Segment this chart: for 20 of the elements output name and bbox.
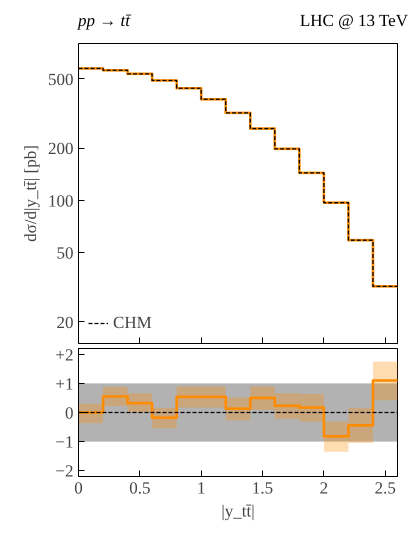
x-tick-label: 0.5 [129, 478, 150, 498]
y-tick-label: +2 [55, 346, 74, 364]
y-tick-label: 0 [65, 404, 74, 422]
y-tick-label: 20 [56, 312, 74, 332]
y-tick-label: −1 [55, 432, 74, 452]
y-tick-label: 50 [56, 244, 74, 263]
legend-label: CHM [113, 313, 152, 333]
y-tick-label: −2 [55, 462, 74, 481]
x-tick-label: 2 [320, 478, 328, 498]
y-axis-title: dσ/d|y_tt̄| [pb] [21, 145, 40, 242]
x-tick-label: 1 [196, 478, 206, 498]
chart-title: pp → tt̄ [78, 10, 130, 32]
x-tick-label: 2.5 [374, 478, 396, 498]
y-tick-label: 500 [48, 70, 74, 89]
y-tick-label: +1 [55, 374, 74, 394]
x-axis-title: |y_tt̄| [221, 502, 255, 520]
y-tick-label: 200 [48, 139, 74, 158]
x-tick-label: 1.5 [252, 478, 274, 498]
y-tick-label: 100 [48, 191, 74, 210]
text: LHC @ 13 TeV [300, 10, 408, 32]
